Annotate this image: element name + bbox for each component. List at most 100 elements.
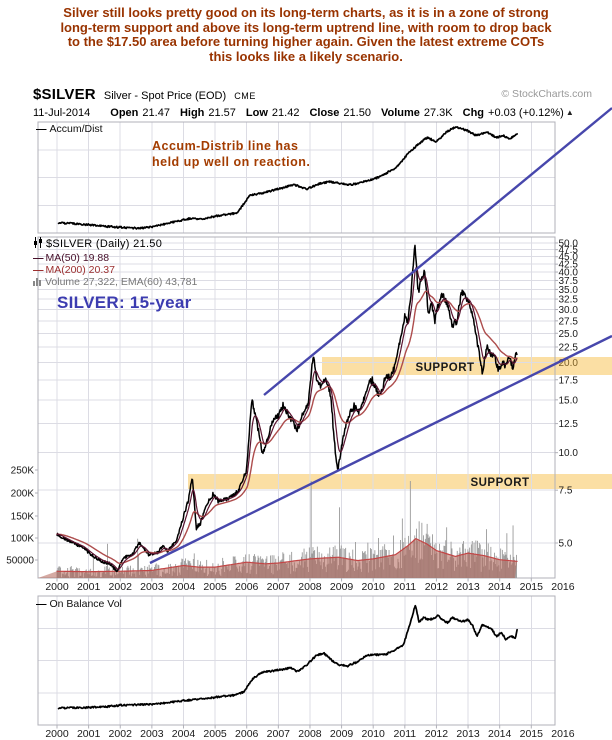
year-axis-label: 2000 bbox=[45, 728, 69, 740]
main-legend-title: $SILVER (Daily) 21.50 bbox=[33, 237, 162, 251]
accum-dist-line bbox=[57, 126, 518, 230]
chart-header: $SILVER Silver - Spot Price (EOD) CME © … bbox=[33, 86, 592, 103]
analyst-note: Silver still looks pretty good on its lo… bbox=[0, 5, 612, 64]
panel-borders bbox=[37, 121, 556, 726]
year-axis-label: 2007 bbox=[267, 581, 291, 593]
year-axis-label: 2002 bbox=[109, 581, 133, 593]
price-axis-label: 10.0 bbox=[559, 448, 579, 459]
symbol-description: Silver - Spot Price (EOD) bbox=[103, 90, 227, 102]
year-axis-label: 2001 bbox=[77, 728, 101, 740]
ma200-legend: — MA(200) 20.37 bbox=[33, 264, 115, 276]
price-series bbox=[56, 244, 518, 573]
accum-dist-legend-label: Accum/Dist bbox=[49, 123, 103, 135]
year-axis-label: 2013 bbox=[456, 581, 480, 593]
year-axis-label: 2009 bbox=[330, 728, 354, 740]
year-axis-label: 2002 bbox=[109, 728, 133, 740]
volume-axis-label: 250K bbox=[11, 466, 35, 477]
ohlc-row: 11-Jul-2014 Open 21.47 High 21.57 Low 21.42 Clo… bbox=[33, 107, 603, 119]
price-axis-label: 7.5 bbox=[559, 486, 573, 497]
year-axis-label: 2009 bbox=[330, 581, 354, 593]
accum-dist-legend: — Accum/Dist bbox=[36, 123, 103, 135]
open-value: 21.47 bbox=[142, 107, 170, 119]
price-axis-label: 45.0 bbox=[559, 252, 579, 263]
volume-legend: Volume 27,322, EMA(60) 43,781 bbox=[33, 276, 197, 289]
year-axis-label: 2005 bbox=[203, 581, 227, 593]
price-axis-label: 40.0 bbox=[559, 268, 579, 279]
open-label: Open bbox=[110, 107, 139, 119]
low-value: 21.42 bbox=[271, 107, 300, 119]
year-axis-label: 2006 bbox=[235, 581, 259, 593]
year-axis-label: 2012 bbox=[425, 581, 449, 593]
price-axis-label: 15.0 bbox=[559, 395, 579, 406]
year-axis-label: 2000 bbox=[45, 581, 69, 593]
chart-date: 11-Jul-2014 bbox=[33, 107, 91, 119]
obv-line bbox=[57, 604, 518, 710]
support-zone bbox=[188, 474, 612, 489]
year-axis-label: 2010 bbox=[362, 581, 386, 593]
chart-timeframe-label: SILVER: 15-year bbox=[57, 293, 192, 312]
trendline bbox=[149, 334, 612, 565]
year-axis-label: 2001 bbox=[77, 581, 101, 593]
price-axis-label: 17.5 bbox=[559, 375, 579, 386]
ma50-legend: — MA(50) 19.88 bbox=[33, 252, 109, 264]
year-axis-label: 2003 bbox=[140, 728, 164, 740]
accum-annotation-line: held up well on reaction. bbox=[152, 154, 311, 169]
candlestick-icon bbox=[33, 237, 43, 251]
price-axis-label: 30.0 bbox=[559, 305, 579, 316]
price-axis-label: 47.5 bbox=[559, 245, 579, 256]
analyst-note-line: to the $17.50 area before turning higher… bbox=[67, 34, 545, 50]
year-axis-label: 2014 bbox=[488, 728, 512, 740]
up-arrow-icon: ▲ bbox=[565, 108, 574, 117]
volume-histogram bbox=[38, 481, 518, 578]
year-axis-label: 2005 bbox=[203, 728, 227, 740]
accum-annotation-line: Accum-Distrib line has bbox=[152, 139, 299, 153]
volume-axis-label: 50000 bbox=[6, 556, 34, 567]
low-label: Low bbox=[245, 107, 268, 119]
copyright: © StockCharts.com bbox=[501, 88, 592, 100]
year-axis-label: 2004 bbox=[172, 581, 196, 593]
price-axis-label: 12.5 bbox=[559, 419, 579, 430]
price-axis-label: 27.5 bbox=[559, 316, 579, 327]
obv-legend: — On Balance Vol bbox=[36, 598, 122, 610]
analyst-note-line: this looks like a likely scenario. bbox=[209, 48, 403, 64]
price-axis-label: 5.0 bbox=[559, 538, 573, 549]
year-axis-label: 2015 bbox=[520, 581, 544, 593]
volume-axis-label: 100K bbox=[11, 534, 35, 545]
year-axis-label: 2012 bbox=[425, 728, 449, 740]
price-axis-label: 50.0 bbox=[559, 238, 579, 249]
price-axis-label: 25.0 bbox=[559, 329, 579, 340]
year-axis-label: 2008 bbox=[298, 581, 322, 593]
ma200-legend-label: MA(200) 20.37 bbox=[45, 264, 115, 276]
analyst-note-line: Silver still looks pretty good on its lo… bbox=[63, 5, 549, 20]
volume-label: Volume bbox=[380, 107, 420, 119]
year-axis-label: 2003 bbox=[140, 581, 164, 593]
volume-bars-icon bbox=[33, 277, 42, 289]
price-axis-label: 35.0 bbox=[559, 285, 579, 296]
year-axis-label: 2014 bbox=[488, 581, 512, 593]
ma50-legend-label: MA(50) 19.88 bbox=[45, 252, 110, 264]
high-label: High bbox=[179, 107, 205, 119]
axis-labels: 50.047.545.042.540.037.535.032.530.027.5… bbox=[6, 238, 578, 740]
price-axis-label: 20.0 bbox=[559, 358, 579, 369]
price-axis-label: 22.5 bbox=[559, 343, 579, 354]
year-axis-label: 2011 bbox=[394, 728, 417, 740]
analyst-note-line: long-term support and above its long-ter… bbox=[60, 19, 552, 35]
volume-legend-label: Volume 27,322, EMA(60) 43,781 bbox=[45, 276, 198, 288]
volume-axis-label: 200K bbox=[11, 489, 35, 500]
trendlines bbox=[149, 107, 612, 565]
year-axis-label: 2010 bbox=[362, 728, 386, 740]
close-label: Close bbox=[309, 107, 340, 119]
year-axis-label: 2004 bbox=[172, 728, 196, 740]
symbol: $SILVER bbox=[33, 86, 96, 103]
support-labels: SUPPORT SUPPORT bbox=[415, 362, 529, 489]
price-axis-label: 32.5 bbox=[559, 295, 579, 306]
year-axis-label: 2015 bbox=[520, 728, 544, 740]
exchange: CME bbox=[234, 91, 256, 101]
main-legend-title-label: $SILVER (Daily) 21.50 bbox=[46, 238, 163, 250]
year-axis-label: 2008 bbox=[298, 728, 322, 740]
year-axis-label: 2013 bbox=[456, 728, 480, 740]
line-swatch-icon: — bbox=[36, 123, 47, 135]
ma50-line-swatch-icon: — bbox=[33, 252, 44, 264]
